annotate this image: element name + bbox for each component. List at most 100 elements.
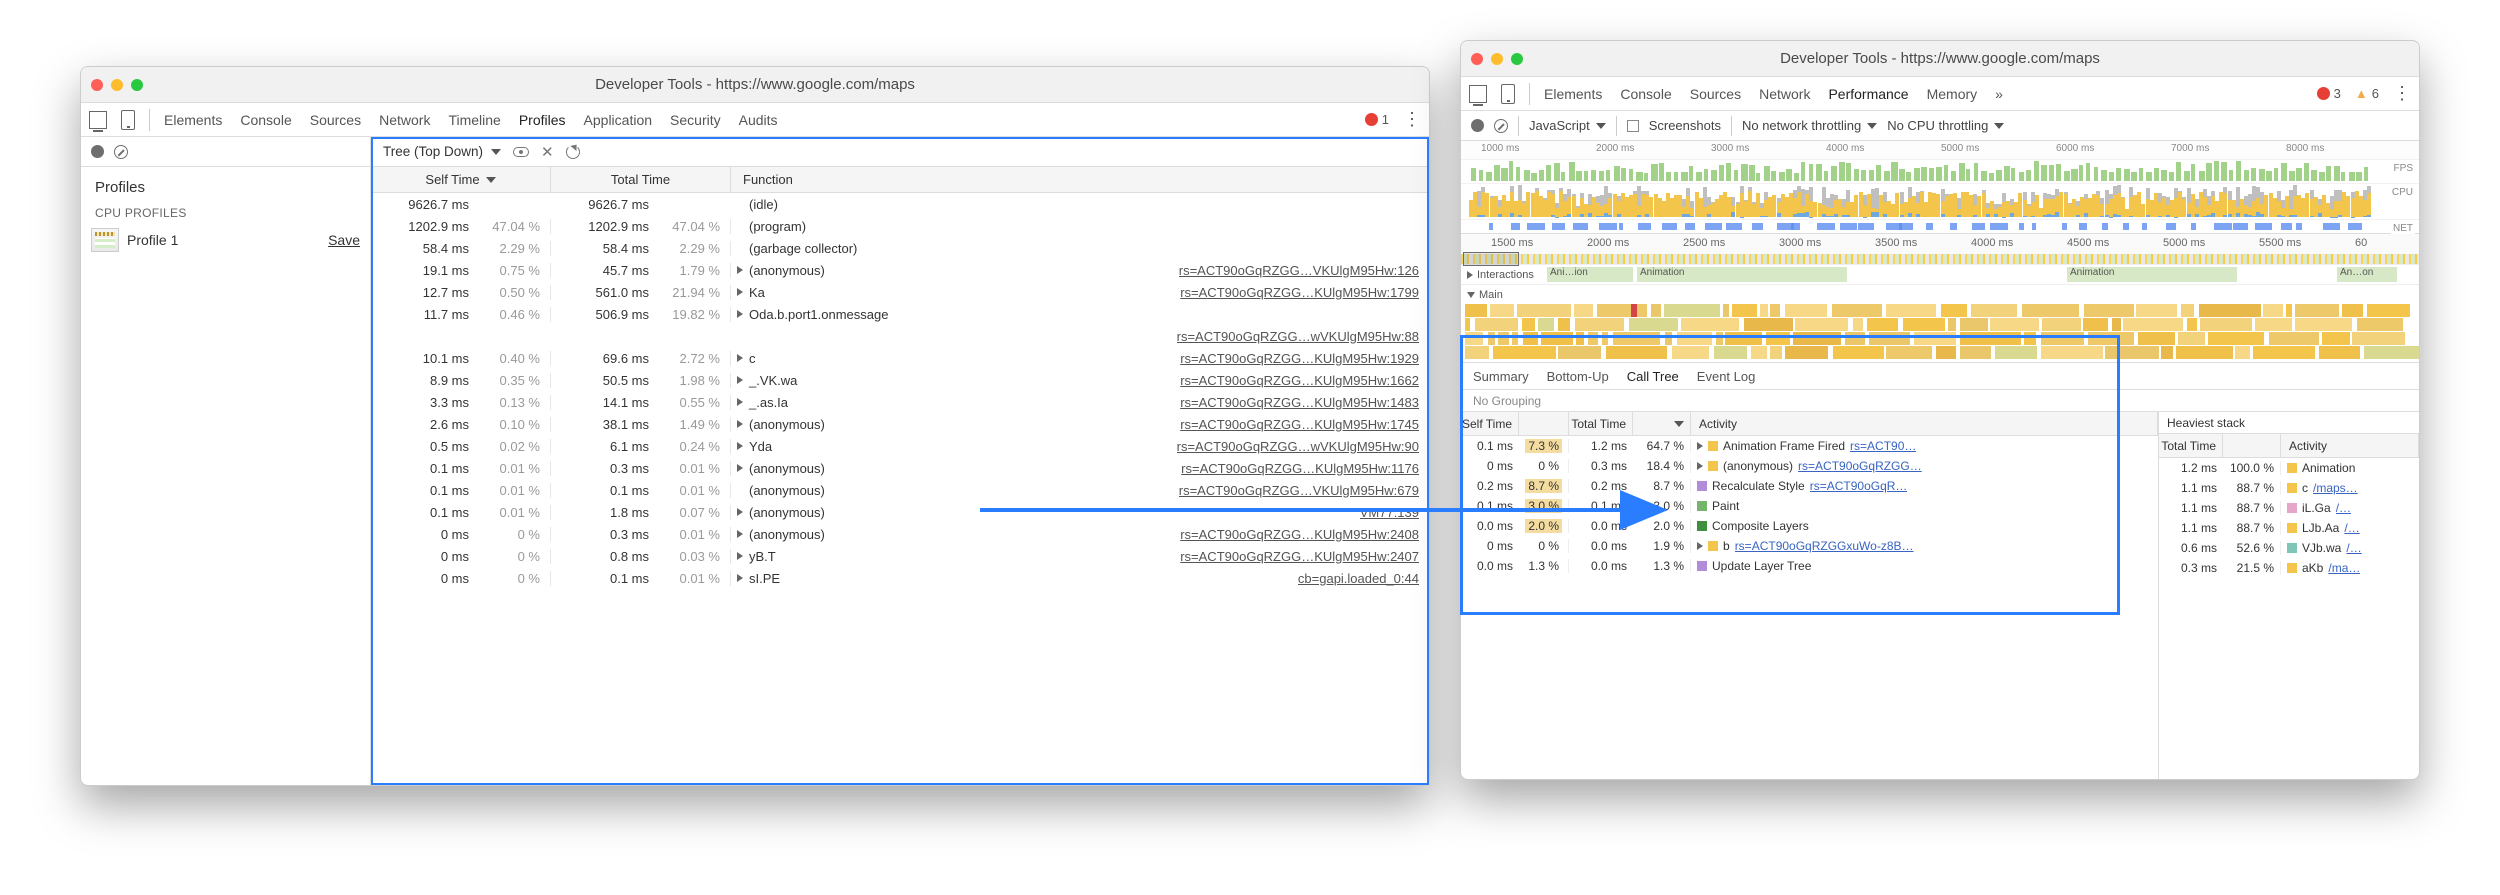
net-throttle-dropdown[interactable]: No network throttling — [1742, 118, 1877, 133]
grouping-dropdown[interactable]: No Grouping — [1461, 390, 2419, 412]
tree-row[interactable]: 12.7 ms0.50 %561.0 ms21.94 % Ka rs=ACT90… — [371, 281, 1429, 303]
source-link[interactable]: rs=ACT90oGqRZGG…wVKUlgM95Hw:88 — [1177, 329, 1429, 344]
animation-segment[interactable]: An…on — [2337, 267, 2397, 282]
tab-summary[interactable]: Summary — [1473, 369, 1529, 384]
tree-row[interactable]: 0 ms0 %0.8 ms0.03 % yB.T rs=ACT90oGqRZGG… — [371, 545, 1429, 567]
expand-icon[interactable] — [737, 464, 743, 472]
col-self-time[interactable]: Self Time — [371, 167, 551, 192]
tab-bottom-up[interactable]: Bottom-Up — [1547, 369, 1609, 384]
profile-item[interactable]: Profile 1 Save — [81, 224, 370, 256]
tab-profiles[interactable]: Profiles — [519, 112, 566, 128]
cpu-throttle-dropdown[interactable]: No CPU throttling — [1887, 118, 2004, 133]
calltree-row[interactable]: 0.1 ms 3.0 % 0.1 ms 3.0 % Paint — [1461, 496, 2158, 516]
reload-icon[interactable] — [566, 145, 580, 159]
heaviest-row[interactable]: 0.6 ms 52.6 % VJb.wa /… — [2159, 538, 2419, 558]
minimize-dot[interactable] — [111, 79, 123, 91]
tab-security[interactable]: Security — [670, 112, 721, 128]
zoom-dot[interactable] — [1511, 53, 1523, 65]
tree-row[interactable]: 11.7 ms0.46 %506.9 ms19.82 % Oda.b.port1… — [371, 303, 1429, 325]
expand-icon[interactable] — [737, 376, 743, 384]
scrubber[interactable] — [1461, 254, 2419, 264]
record-icon[interactable] — [1471, 119, 1484, 132]
tree-row[interactable]: 0.1 ms0.01 %0.3 ms0.01 % (anonymous) rs=… — [371, 457, 1429, 479]
source-link[interactable]: rs=ACT90oGqRZGG…KUlgM95Hw:1662 — [1180, 373, 1429, 388]
source-link[interactable]: cb=gapi.loaded_0:44 — [1298, 571, 1429, 586]
tab-timeline[interactable]: Timeline — [448, 112, 500, 128]
expand-icon[interactable] — [737, 420, 743, 428]
tree-row[interactable]: 0 ms0 %0.1 ms0.01 % sI.PE cb=gapi.loaded… — [371, 567, 1429, 589]
heaviest-row[interactable]: 0.3 ms 21.5 % aKb /ma… — [2159, 558, 2419, 578]
expand-icon[interactable] — [737, 310, 743, 318]
inspect-icon[interactable] — [1469, 85, 1487, 103]
col-total[interactable]: Total Time — [2159, 434, 2223, 457]
calltree-row[interactable]: 0.0 ms 1.3 % 0.0 ms 1.3 % Update Layer T… — [1461, 556, 2158, 576]
track-interactions[interactable]: Interactions Ani…ionAnimationAnimationAn… — [1461, 264, 2419, 284]
source-link[interactable]: /ma… — [2328, 561, 2360, 575]
tree-row[interactable]: 3.3 ms0.13 %14.1 ms0.55 % _.as.Ia rs=ACT… — [371, 391, 1429, 413]
tab-call-tree[interactable]: Call Tree — [1627, 369, 1679, 384]
tab-application[interactable]: Application — [584, 112, 653, 128]
tree-row[interactable]: 1202.9 ms47.04 %1202.9 ms47.04 % (progra… — [371, 215, 1429, 237]
device-toggle-icon[interactable] — [121, 110, 135, 130]
expand-icon[interactable] — [1697, 542, 1703, 550]
more-icon[interactable]: ⋮ — [2393, 83, 2411, 104]
tab-elements[interactable]: Elements — [164, 112, 222, 128]
warning-badge[interactable]: ▲ 6 — [2355, 86, 2379, 101]
source-link[interactable]: rs=ACT90oGqRZGG… — [1798, 459, 1922, 473]
col-total-time[interactable]: Total Time — [551, 167, 731, 192]
expand-icon[interactable] — [737, 354, 743, 362]
col-function[interactable]: Function — [731, 167, 1429, 192]
close-dot[interactable] — [1471, 53, 1483, 65]
device-toggle-icon[interactable] — [1501, 84, 1515, 104]
tab-network[interactable]: Network — [1759, 86, 1810, 102]
source-link[interactable]: /maps… — [2313, 481, 2358, 495]
source-link[interactable]: rs=ACT90oGqRZGG…wVKUlgM95Hw:90 — [1177, 439, 1429, 454]
expand-icon[interactable] — [1697, 442, 1703, 450]
tree-row[interactable]: 19.1 ms0.75 %45.7 ms1.79 % (anonymous) r… — [371, 259, 1429, 281]
heaviest-row[interactable]: 1.1 ms 88.7 % iL.Ga /… — [2159, 498, 2419, 518]
tab-audits[interactable]: Audits — [739, 112, 778, 128]
more-icon[interactable]: ⋮ — [1403, 109, 1421, 130]
expand-icon[interactable] — [1467, 271, 1473, 279]
heaviest-row[interactable]: 1.2 ms 100.0 % Animation — [2159, 458, 2419, 478]
calltree-row[interactable]: 0.0 ms 2.0 % 0.0 ms 2.0 % Composite Laye… — [1461, 516, 2158, 536]
source-link[interactable]: rs=ACT90oGqRZGGxuWo-z8B… — [1735, 539, 1914, 553]
expand-icon[interactable] — [737, 508, 743, 516]
track-main[interactable]: Main — [1461, 284, 2419, 304]
zoom-dot[interactable] — [131, 79, 143, 91]
tab-event-log[interactable]: Event Log — [1697, 369, 1756, 384]
tree-row[interactable]: 8.9 ms0.35 %50.5 ms1.98 % _.VK.wa rs=ACT… — [371, 369, 1429, 391]
selection-handle[interactable] — [1463, 252, 1519, 266]
animation-segment[interactable]: Animation — [1637, 267, 1847, 282]
expand-icon[interactable] — [737, 574, 743, 582]
save-link[interactable]: Save — [328, 232, 360, 248]
clear-icon[interactable] — [1494, 119, 1508, 133]
close-icon[interactable]: ✕ — [541, 143, 554, 161]
minimize-dot[interactable] — [1491, 53, 1503, 65]
calltree-row[interactable]: 0.2 ms 8.7 % 0.2 ms 8.7 % Recalculate St… — [1461, 476, 2158, 496]
overview-timeline[interactable]: 1000 ms2000 ms3000 ms4000 ms5000 ms6000 … — [1461, 141, 2419, 234]
expand-icon[interactable] — [737, 266, 743, 274]
col-activity[interactable]: Activity — [2281, 434, 2419, 457]
collapse-icon[interactable] — [1467, 292, 1475, 298]
error-badge[interactable]: 3 — [2317, 86, 2341, 101]
expand-icon[interactable] — [737, 442, 743, 450]
tree-row[interactable]: 10.1 ms0.40 %69.6 ms2.72 % c rs=ACT90oGq… — [371, 347, 1429, 369]
close-dot[interactable] — [91, 79, 103, 91]
col-total[interactable]: Total Time — [1569, 412, 1633, 435]
source-link[interactable]: rs=ACT90oGqRZGG…KUlgM95Hw:1745 — [1180, 417, 1429, 432]
record-icon[interactable] — [91, 145, 104, 158]
tree-row[interactable]: rs=ACT90oGqRZGG…wVKUlgM95Hw:88 — [371, 325, 1429, 347]
calltree-row[interactable]: 0.1 ms 7.3 % 1.2 ms 64.7 % Animation Fra… — [1461, 436, 2158, 456]
tree-row[interactable]: 2.6 ms0.10 %38.1 ms1.49 % (anonymous) rs… — [371, 413, 1429, 435]
tree-row[interactable]: 0.1 ms0.01 %1.8 ms0.07 % (anonymous) VM7… — [371, 501, 1429, 523]
tree-row[interactable]: 0.1 ms0.01 %0.1 ms0.01 % (anonymous) rs=… — [371, 479, 1429, 501]
tree-row[interactable]: 58.4 ms2.29 %58.4 ms2.29 % (garbage coll… — [371, 237, 1429, 259]
tree-row[interactable]: 0 ms0 %0.3 ms0.01 % (anonymous) rs=ACT90… — [371, 523, 1429, 545]
traffic-lights[interactable] — [91, 79, 143, 91]
tab-memory[interactable]: Memory — [1927, 86, 1978, 102]
calltree-row[interactable]: 0 ms 0 % 0.3 ms 18.4 % (anonymous) rs=AC… — [1461, 456, 2158, 476]
flame-chart[interactable] — [1461, 304, 2419, 362]
source-link[interactable]: rs=ACT90oGqRZGG…VKUlgM95Hw:679 — [1179, 483, 1429, 498]
tab-console[interactable]: Console — [1620, 86, 1671, 102]
